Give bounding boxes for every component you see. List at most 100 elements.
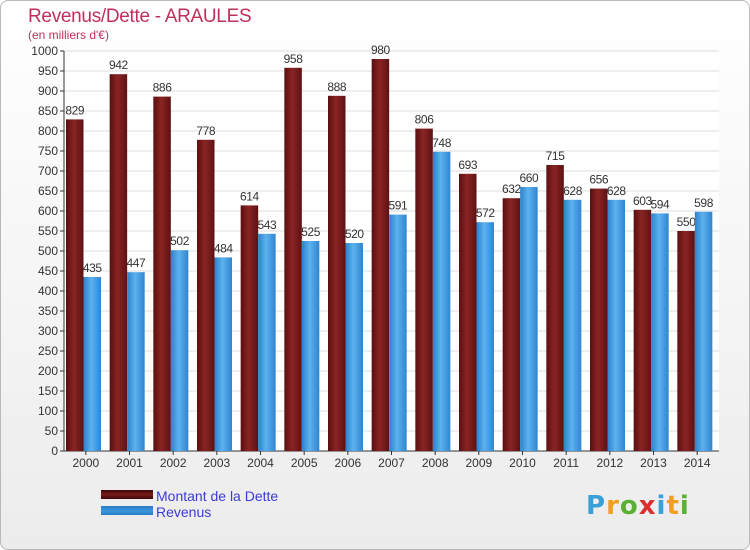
data-label-debt-2000: 829 [65, 103, 85, 117]
data-label-revenue-2002: 502 [170, 234, 190, 248]
y-tick-label: 950 [38, 64, 58, 78]
x-tick-label: 2001 [116, 456, 143, 470]
y-tick-label: 250 [38, 344, 58, 358]
x-tick-label: 2014 [684, 456, 711, 470]
x-tick-label: 2009 [465, 456, 492, 470]
logo-letter: i [656, 491, 667, 521]
x-tick-label: 2000 [72, 456, 99, 470]
y-tick-label: 600 [38, 204, 58, 218]
bar-debt-2006 [328, 95, 346, 452]
chart-title: Revenus/Dette - ARAULES [28, 6, 252, 27]
x-tick-label: 2005 [291, 456, 318, 470]
data-label-revenue-2009: 572 [476, 206, 496, 220]
x-tick-label: 2011 [553, 456, 579, 470]
y-tick-label: 750 [38, 144, 58, 158]
data-label-revenue-2006: 520 [345, 227, 365, 241]
bar-revenue-2000 [83, 277, 101, 451]
data-label-revenue-2012: 628 [607, 184, 627, 198]
x-tick-label: 2003 [203, 456, 230, 470]
bar-debt-2005 [284, 67, 302, 452]
data-label-debt-2001: 942 [109, 58, 129, 72]
data-label-revenue-2001: 447 [127, 256, 147, 270]
logo-letter: P [586, 491, 607, 521]
proxiti-logo: Proxiti [586, 491, 690, 521]
bar-debt-2003 [197, 139, 215, 452]
data-label-revenue-2008: 748 [432, 136, 452, 150]
y-tick-label: 650 [38, 184, 58, 198]
y-tick-label: 400 [38, 284, 58, 298]
data-label-debt-2005: 958 [284, 52, 304, 66]
legend-label-revenue: Revenus [156, 504, 212, 520]
data-label-revenue-2013: 594 [651, 197, 671, 211]
x-tick-label: 2004 [247, 456, 274, 470]
y-tick-label: 800 [38, 124, 58, 138]
bar-revenue-2004 [258, 233, 276, 451]
x-tick-label: 2007 [378, 456, 405, 470]
bar-revenue-2013 [651, 213, 669, 451]
data-label-revenue-2010: 660 [520, 171, 540, 185]
bar-revenue-2008 [432, 151, 451, 452]
bar-debt-2002 [153, 96, 171, 451]
legend-swatch-debt [101, 490, 153, 499]
logo-letter: o [619, 491, 639, 521]
bar-revenue-2007 [389, 214, 407, 451]
bar-revenue-2014 [694, 211, 713, 451]
bar-revenue-2002 [170, 250, 189, 451]
data-label-debt-2009: 693 [458, 158, 478, 172]
chart-subtitle: (en milliers d'€) [28, 28, 109, 42]
data-label-debt-2006: 888 [327, 80, 347, 94]
data-label-debt-2014: 550 [677, 215, 697, 229]
data-label-debt-2002: 886 [153, 81, 173, 95]
y-tick-label: 350 [38, 304, 58, 318]
x-tick-label: 2008 [422, 456, 449, 470]
bar-revenue-2011 [563, 199, 582, 451]
x-tick-label: 2010 [509, 456, 536, 470]
y-tick-label: 300 [38, 324, 58, 338]
bar-revenue-2006 [345, 243, 363, 451]
y-tick-label: 100 [38, 404, 58, 418]
bar-debt-2004 [240, 205, 259, 451]
bar-debt-2011 [546, 165, 564, 451]
legend-label-debt: Montant de la Dette [156, 488, 279, 504]
data-label-revenue-2014: 598 [694, 196, 714, 210]
y-tick-label: 500 [38, 244, 58, 258]
logo-letter: x [638, 491, 657, 521]
bar-revenue-2005 [301, 241, 320, 451]
data-label-revenue-2007: 591 [389, 199, 409, 213]
data-label-debt-2008: 806 [415, 113, 435, 127]
x-tick-label: 2002 [160, 456, 187, 470]
data-label-revenue-2003: 484 [214, 241, 234, 255]
y-tick-label: 50 [45, 424, 59, 438]
logo-letter: i [679, 491, 690, 521]
bar-revenue-2001 [127, 272, 145, 451]
data-label-debt-2010: 632 [502, 182, 522, 196]
y-tick-label: 200 [38, 364, 58, 378]
bar-debt-2014 [677, 231, 695, 451]
logo-letter: r [606, 491, 620, 521]
data-label-debt-2003: 778 [196, 124, 216, 138]
y-tick-label: 0 [51, 444, 58, 458]
data-label-revenue-2005: 525 [301, 225, 321, 239]
y-tick-label: 850 [38, 104, 58, 118]
y-tick-label: 150 [38, 384, 58, 398]
bar-revenue-2012 [607, 199, 625, 451]
bar-debt-2010 [502, 198, 521, 451]
data-label-debt-2007: 980 [371, 43, 391, 57]
data-label-debt-2013: 603 [633, 194, 653, 208]
legend-swatch-revenue [101, 506, 153, 515]
data-label-debt-2011: 715 [546, 149, 566, 163]
bar-revenue-2010 [520, 187, 538, 451]
bar-debt-2008 [415, 128, 433, 451]
bar-debt-2013 [633, 209, 652, 451]
bar-debt-2007 [371, 59, 390, 451]
logo-letter: t [666, 491, 680, 521]
bar-debt-2009 [459, 173, 477, 452]
data-label-debt-2004: 614 [240, 189, 260, 203]
bar-debt-2012 [590, 188, 608, 451]
y-tick-label: 550 [38, 224, 58, 238]
data-label-revenue-2000: 435 [83, 261, 103, 275]
data-label-revenue-2011: 628 [563, 184, 583, 198]
y-tick-label: 450 [38, 264, 58, 278]
